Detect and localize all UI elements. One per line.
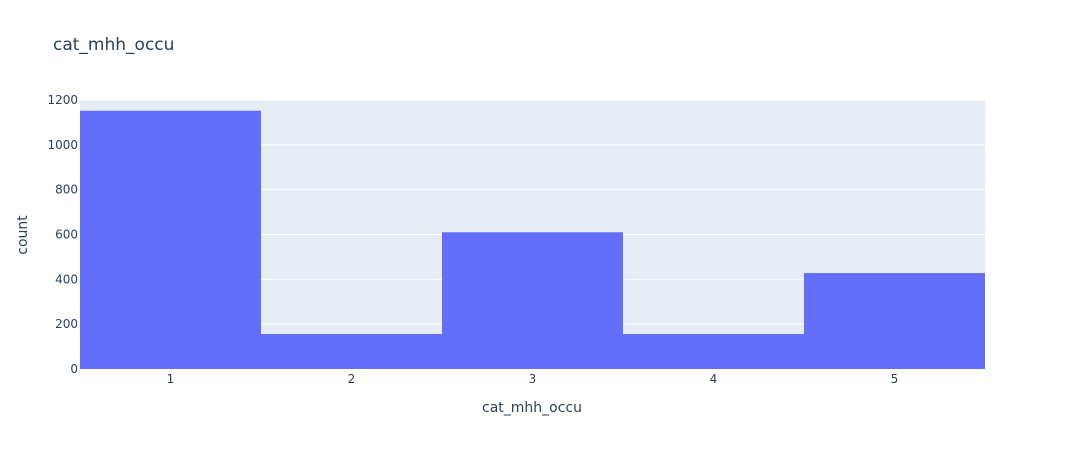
bar-5[interactable]: [804, 273, 985, 369]
x-axis-title: cat_mhh_occu: [482, 400, 582, 416]
y-tick-label: 0: [70, 362, 78, 376]
bar-2[interactable]: [261, 334, 442, 369]
y-tick-label: 200: [55, 317, 78, 331]
y-tick-label: 1000: [47, 138, 78, 152]
y-tick-label: 400: [55, 272, 78, 286]
y-axis-title: count: [15, 215, 31, 255]
y-tick-label: 600: [55, 228, 78, 242]
chart-title: cat_mhh_occu: [53, 35, 174, 55]
y-tick-labels: 0 200 400 600 800 1000 1200: [47, 93, 78, 376]
bar-4[interactable]: [623, 334, 804, 369]
x-tick-label: 2: [348, 372, 356, 386]
x-tick-label: 1: [167, 372, 175, 386]
x-tick-label: 4: [710, 372, 718, 386]
x-tick-label: 5: [891, 372, 899, 386]
bar-3[interactable]: [442, 232, 623, 369]
x-tick-labels: 1 2 3 4 5: [167, 372, 899, 386]
x-tick-label: 3: [529, 372, 537, 386]
bars: [80, 110, 985, 369]
y-tick-label: 800: [55, 183, 78, 197]
y-tick-label: 1200: [47, 93, 78, 107]
bar-1[interactable]: [80, 110, 261, 369]
